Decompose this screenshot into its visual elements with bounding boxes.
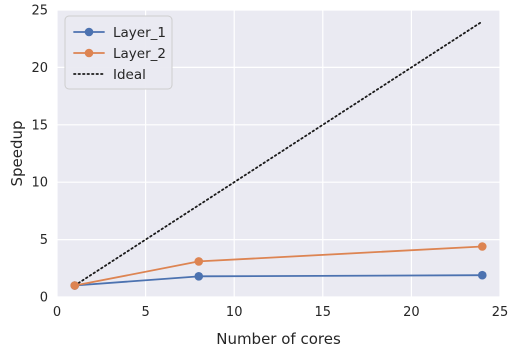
data-point-layer-2 xyxy=(70,281,80,290)
x-tick-label: 0 xyxy=(53,305,61,320)
x-axis-label: Number of cores xyxy=(216,330,341,348)
data-point-layer-1 xyxy=(194,272,204,281)
y-tick-label: 5 xyxy=(40,233,48,248)
x-tick-label: 15 xyxy=(315,305,332,320)
series-layer xyxy=(70,20,487,290)
legend-label-ideal: Ideal xyxy=(113,67,146,83)
legend-marker-layer-2 xyxy=(84,48,94,58)
legend: Layer_1 Layer_2 Ideal xyxy=(64,15,173,90)
grid-layer xyxy=(56,9,501,298)
y-tick-label: 10 xyxy=(31,176,48,191)
legend-label-layer-2: Layer_2 xyxy=(113,46,166,62)
y-tick-label: 0 xyxy=(40,291,48,306)
y-axis-label: Speedup xyxy=(8,120,26,186)
y-tick-label: 20 xyxy=(31,61,48,76)
data-point-layer-2 xyxy=(194,257,204,266)
legend-label-layer-1: Layer_1 xyxy=(113,25,166,41)
y-tick-label: 15 xyxy=(31,118,48,133)
data-point-layer-2 xyxy=(477,242,487,251)
legend-marker-layer-1 xyxy=(84,27,94,37)
x-tick-label: 5 xyxy=(141,305,149,320)
ticks-layer: 0 5 10 15 20 25 0 5 10 15 20 25 xyxy=(31,4,508,321)
x-tick-label: 25 xyxy=(492,305,509,320)
x-tick-label: 20 xyxy=(403,305,420,320)
x-tick-label: 10 xyxy=(226,305,243,320)
y-tick-label: 25 xyxy=(31,4,48,19)
data-point-layer-1 xyxy=(477,270,487,280)
series-line-ideal xyxy=(73,20,484,287)
